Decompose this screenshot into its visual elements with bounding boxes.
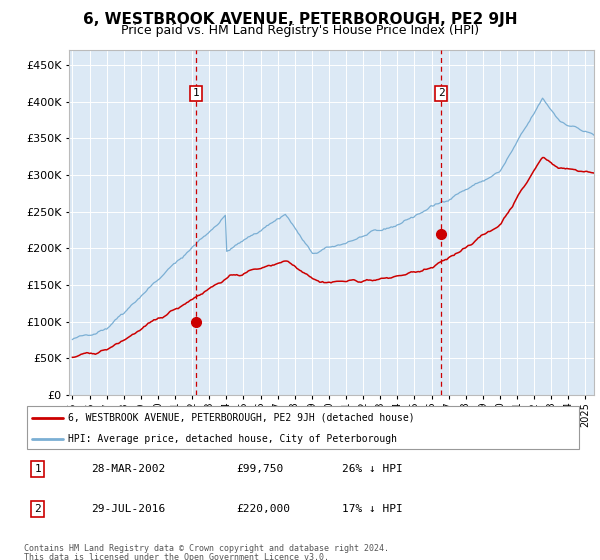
Text: 26% ↓ HPI: 26% ↓ HPI (342, 464, 403, 474)
Text: 29-JUL-2016: 29-JUL-2016 (91, 504, 165, 514)
Text: 1: 1 (35, 464, 41, 474)
Text: 17% ↓ HPI: 17% ↓ HPI (342, 504, 403, 514)
Text: £220,000: £220,000 (236, 504, 290, 514)
Text: Price paid vs. HM Land Registry's House Price Index (HPI): Price paid vs. HM Land Registry's House … (121, 24, 479, 36)
Text: 2: 2 (438, 88, 445, 99)
Text: 1: 1 (193, 88, 200, 99)
Text: 2: 2 (35, 504, 41, 514)
Text: HPI: Average price, detached house, City of Peterborough: HPI: Average price, detached house, City… (68, 435, 397, 444)
Text: 6, WESTBROOK AVENUE, PETERBOROUGH, PE2 9JH: 6, WESTBROOK AVENUE, PETERBOROUGH, PE2 9… (83, 12, 517, 27)
Text: Contains HM Land Registry data © Crown copyright and database right 2024.: Contains HM Land Registry data © Crown c… (24, 544, 389, 553)
FancyBboxPatch shape (27, 406, 579, 450)
Text: This data is licensed under the Open Government Licence v3.0.: This data is licensed under the Open Gov… (24, 553, 329, 560)
Text: 6, WESTBROOK AVENUE, PETERBOROUGH, PE2 9JH (detached house): 6, WESTBROOK AVENUE, PETERBOROUGH, PE2 9… (68, 413, 414, 423)
Text: 28-MAR-2002: 28-MAR-2002 (91, 464, 165, 474)
Text: £99,750: £99,750 (236, 464, 283, 474)
